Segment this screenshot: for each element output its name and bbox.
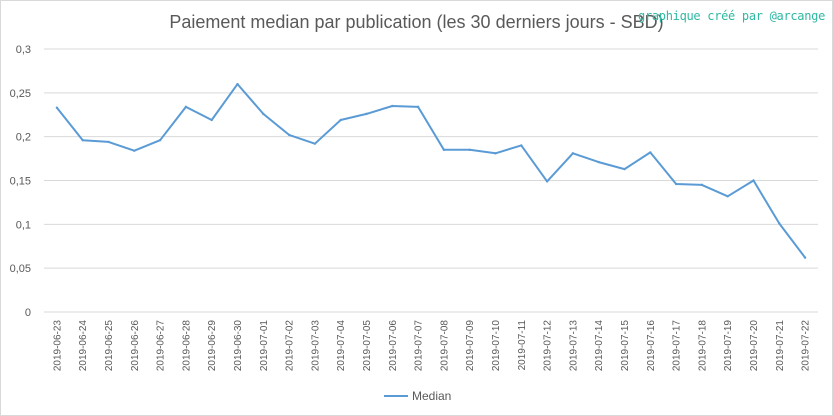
data-point	[752, 179, 755, 182]
x-tick-label: 2019-07-09	[465, 320, 476, 372]
y-tick-label: 0,2	[16, 132, 31, 144]
y-tick-label: 0	[25, 307, 31, 319]
data-point	[571, 152, 575, 155]
x-tick-label: 2019-07-16	[646, 320, 657, 372]
data-point	[778, 222, 781, 225]
x-tick-label: 2019-07-18	[697, 320, 708, 372]
x-tick-label: 2019-07-01	[259, 320, 270, 372]
legend: Median	[384, 389, 451, 403]
x-tick-label: 2019-06-30	[233, 320, 244, 372]
data-point	[365, 112, 368, 116]
x-tick-label: 2019-06-25	[104, 320, 115, 372]
legend-label-median: Median	[412, 389, 451, 403]
x-tick-label: 2019-07-20	[749, 320, 760, 372]
data-point	[81, 138, 84, 142]
data-point	[339, 118, 342, 122]
y-tick-label: 0,05	[10, 263, 31, 275]
series-line-median	[56, 83, 806, 259]
data-point	[184, 105, 188, 109]
data-point	[133, 149, 136, 152]
x-tick-label: 2019-06-29	[207, 320, 218, 372]
x-tick-label: 2019-07-19	[723, 320, 734, 372]
data-point	[468, 148, 471, 152]
x-tick-label: 2019-07-21	[775, 320, 786, 372]
x-tick-label: 2019-07-07	[414, 320, 425, 372]
data-point	[520, 144, 523, 147]
x-tick-label: 2019-07-03	[310, 320, 321, 372]
x-tick-label: 2019-06-24	[78, 320, 89, 372]
data-point	[107, 140, 110, 144]
data-point	[623, 167, 626, 171]
data-point	[210, 118, 213, 122]
data-point	[391, 104, 394, 108]
x-tick-label: 2019-06-27	[156, 320, 167, 372]
data-point	[597, 160, 600, 164]
data-point	[545, 180, 549, 183]
data-point	[55, 106, 59, 109]
chart-title: Paiement median par publication (les 30 …	[169, 12, 664, 32]
y-tick-label: 0,15	[10, 176, 31, 188]
data-point	[494, 152, 497, 155]
x-tick-label: 2019-07-15	[620, 320, 631, 372]
y-tick-label: 0,25	[10, 88, 31, 100]
x-tick-label: 2019-07-05	[362, 320, 373, 372]
data-point	[700, 183, 704, 187]
x-tick-label: 2019-07-12	[543, 320, 554, 372]
x-tick-label: 2019-07-11	[517, 320, 528, 371]
x-tick-label: 2019-07-14	[594, 320, 605, 372]
x-tick-label: 2019-07-22	[801, 320, 812, 372]
x-tick-label: 2019-07-04	[336, 320, 347, 372]
data-point	[236, 82, 239, 86]
x-tick-label: 2019-06-28	[181, 320, 192, 372]
gridlines	[44, 48, 818, 313]
y-axis-ticks: 0 0,05 0,1 0,15 0,2 0,25 0,3	[10, 44, 31, 319]
y-tick-label: 0,1	[16, 219, 31, 231]
data-point	[649, 151, 652, 154]
data-point	[416, 105, 420, 109]
data-point	[158, 138, 162, 142]
data-point	[262, 112, 265, 116]
x-tick-label: 2019-07-17	[672, 320, 683, 372]
data-point	[442, 148, 446, 152]
data-point	[803, 256, 807, 259]
data-point	[313, 142, 317, 145]
x-tick-label: 2019-07-06	[388, 320, 399, 372]
data-point	[674, 182, 678, 186]
data-point	[726, 195, 729, 198]
y-tick-label: 0,3	[16, 44, 31, 56]
chart-credit: graphique créé par @arcange	[638, 9, 825, 23]
series-median	[55, 82, 807, 259]
x-tick-label: 2019-07-08	[439, 320, 450, 372]
x-axis-ticks: 2019-06-23 2019-06-24 2019-06-25 2019-06-26…	[52, 320, 811, 372]
x-tick-label: 2019-06-23	[52, 320, 63, 372]
data-point	[287, 133, 291, 137]
x-tick-label: 2019-07-10	[491, 320, 502, 372]
x-tick-label: 2019-07-02	[285, 320, 296, 372]
x-tick-label: 2019-06-26	[130, 320, 141, 372]
x-tick-label: 2019-07-13	[568, 320, 579, 372]
